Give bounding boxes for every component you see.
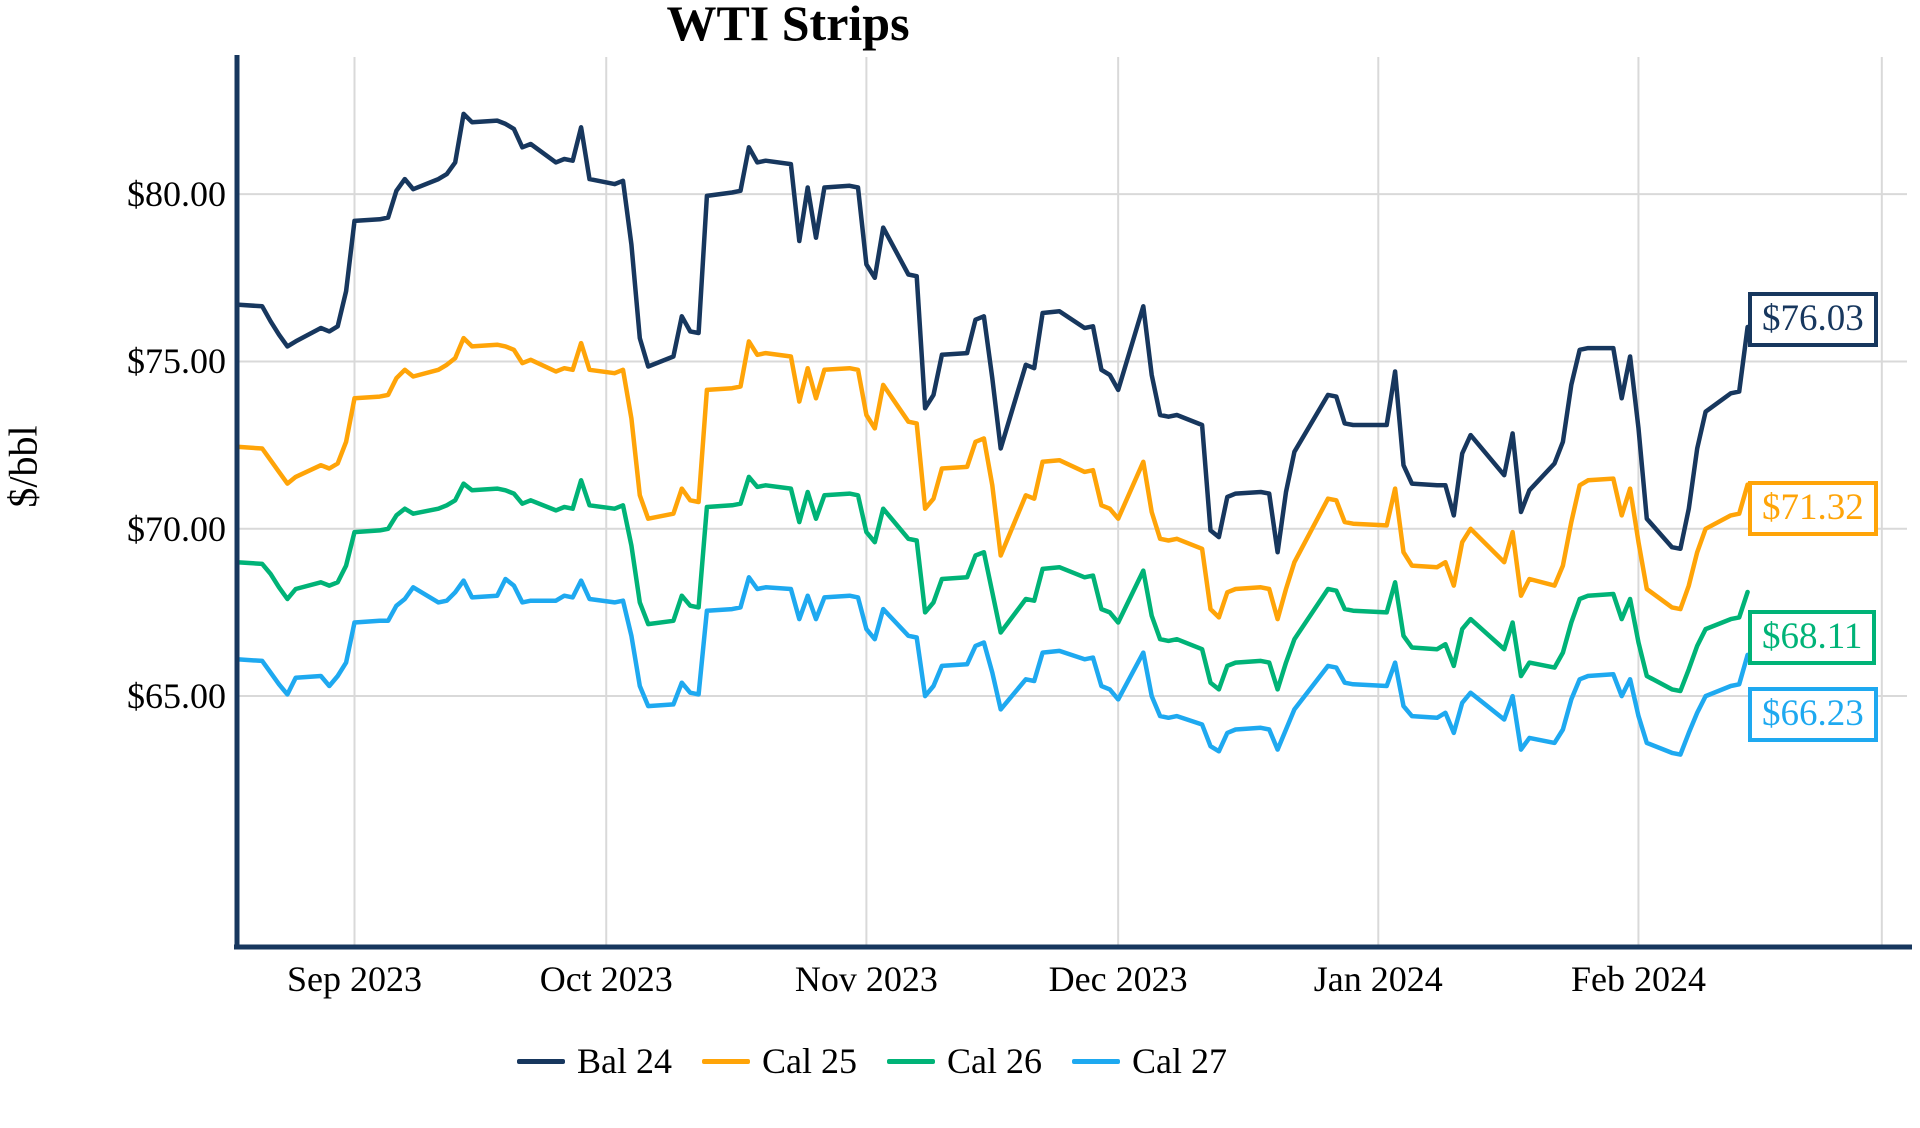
x-tick-label: Sep 2023 <box>286 959 422 999</box>
legend-label-cal-27: Cal 27 <box>1132 1041 1227 1081</box>
x-tick-label: Dec 2023 <box>1048 959 1188 999</box>
x-tick-label: Jan 2024 <box>1313 959 1443 999</box>
legend-label-cal-26: Cal 26 <box>947 1041 1042 1081</box>
x-tick-label: Feb 2024 <box>1570 959 1706 999</box>
legend-line-swatch-cal-26 <box>887 1058 935 1064</box>
series-end-label-cal-25: $71.32 <box>1748 481 1878 536</box>
series-line-bal-24 <box>234 111 1750 555</box>
series-line-cal-25 <box>234 335 1750 622</box>
x-tick-label: Nov 2023 <box>794 959 938 999</box>
y-tick-label: $80.00 <box>127 174 226 215</box>
series-end-label-cal-26: $68.11 <box>1748 610 1877 665</box>
y-tick-label: $65.00 <box>127 676 226 717</box>
series-end-label-bal-24: $76.03 <box>1748 292 1878 347</box>
legend-item-bal-24: Bal 24 <box>517 1040 672 1082</box>
y-tick-label: $70.00 <box>127 508 226 549</box>
y-tick-label: $75.00 <box>127 341 226 382</box>
legend-label-cal-25: Cal 25 <box>762 1041 857 1081</box>
chart-title: WTI Strips <box>666 0 910 51</box>
legend-line-swatch-bal-24 <box>517 1058 565 1064</box>
series-line-cal-27 <box>234 575 1750 757</box>
chart-legend: Bal 24 Cal 25 Cal 26 Cal 27 <box>0 1040 1832 1082</box>
legend-item-cal-27: Cal 27 <box>1072 1040 1227 1082</box>
x-tick-label: Oct 2023 <box>539 959 673 999</box>
series-end-label-cal-27: $66.23 <box>1748 687 1878 742</box>
series-line-cal-26 <box>234 474 1750 694</box>
legend-item-cal-26: Cal 26 <box>887 1040 1042 1082</box>
legend-item-cal-25: Cal 25 <box>702 1040 857 1082</box>
legend-line-swatch-cal-27 <box>1072 1058 1120 1064</box>
legend-line-swatch-cal-25 <box>702 1058 750 1064</box>
legend-label-bal-24: Bal 24 <box>577 1041 672 1081</box>
